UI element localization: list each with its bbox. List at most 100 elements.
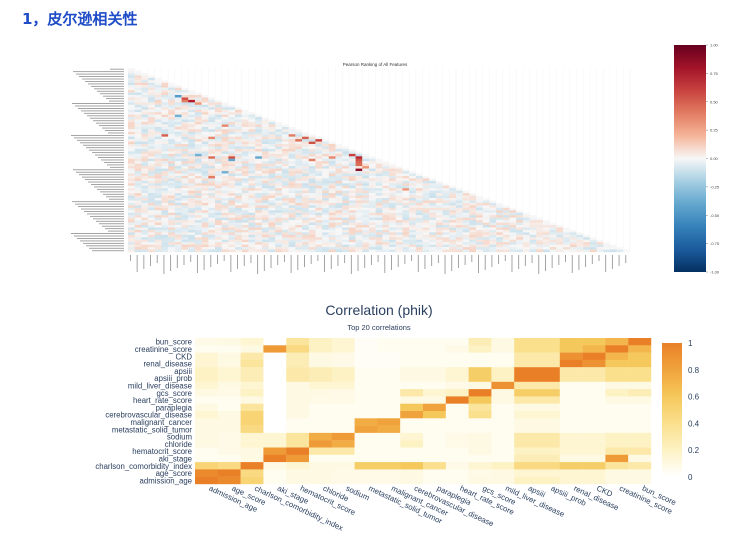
phik-cell <box>537 359 560 368</box>
pearson-cell <box>235 244 242 248</box>
pearson-row-label <box>85 179 124 181</box>
pearson-cell <box>181 171 189 174</box>
pearson-cell <box>141 90 149 93</box>
pearson-cell <box>188 158 196 162</box>
pearson-cell <box>141 242 149 245</box>
pearson-cell <box>302 195 309 199</box>
phik-cell <box>559 418 583 426</box>
pearson-cell <box>308 247 316 250</box>
pearson-cell <box>348 244 356 248</box>
pearson-cell <box>241 185 249 189</box>
pearson-cell <box>128 207 135 211</box>
phik-cell <box>309 345 332 353</box>
pearson-cell <box>335 151 343 155</box>
pearson-cell <box>375 232 383 235</box>
pearson-cell <box>174 126 182 130</box>
pearson-cell <box>549 239 557 243</box>
pearson-cell <box>241 180 249 184</box>
pearson-cell <box>342 234 350 238</box>
pearson-cell <box>255 163 263 167</box>
pearson-cell <box>181 109 189 113</box>
pearson-cell <box>395 244 403 248</box>
pearson-cell <box>295 175 303 179</box>
pearson-cell <box>268 247 276 250</box>
pearson-cell <box>208 239 216 243</box>
pearson-colorbar-tick: 0.75 <box>710 71 719 76</box>
pearson-cell <box>255 119 263 123</box>
pearson-cell <box>435 200 443 204</box>
pearson-cell <box>148 129 155 132</box>
pearson-cell <box>308 134 316 137</box>
pearson-cell <box>509 242 517 245</box>
pearson-cell <box>281 156 289 159</box>
pearson-cell <box>409 207 416 211</box>
pearson-col-label <box>156 255 158 263</box>
phik-cell <box>354 411 378 419</box>
pearson-cell <box>362 171 370 174</box>
pearson-cell <box>375 175 383 179</box>
pearson-cell <box>469 227 477 231</box>
pearson-cell <box>255 207 263 211</box>
pearson-cell <box>215 136 222 140</box>
pearson-cell <box>174 124 182 128</box>
pearson-cell <box>221 156 229 159</box>
pearson-cell <box>476 210 483 213</box>
phik-cell <box>537 462 560 470</box>
phik-cell <box>195 440 218 448</box>
pearson-cell <box>268 168 276 172</box>
pearson-cell <box>228 107 236 110</box>
pearson-cell <box>148 239 155 243</box>
pearson-cell <box>248 148 256 152</box>
pearson-cell <box>415 249 423 253</box>
pearson-cell <box>442 188 450 191</box>
pearson-cell <box>302 139 309 142</box>
pearson-cell <box>556 242 564 245</box>
pearson-cell <box>389 163 396 167</box>
pearson-cell <box>261 117 269 120</box>
pearson-cell <box>228 188 236 191</box>
pearson-cell <box>302 222 309 226</box>
pearson-cell <box>281 158 289 162</box>
pearson-cell <box>148 198 155 201</box>
pearson-cell <box>228 220 236 223</box>
pearson-cell <box>161 210 169 213</box>
pearson-cell <box>281 139 289 142</box>
pearson-cell <box>308 166 316 169</box>
pearson-cell <box>476 237 483 240</box>
pearson-cell <box>382 193 390 196</box>
pearson-cell <box>563 229 570 233</box>
pearson-cell <box>181 222 189 226</box>
pearson-cell <box>362 178 370 181</box>
pearson-cell <box>342 249 350 253</box>
pearson-cell <box>422 239 430 243</box>
phik-cell <box>354 454 378 463</box>
pearson-col-label <box>243 255 245 266</box>
pearson-row-label <box>108 132 124 134</box>
pearson-cell <box>128 85 135 88</box>
pearson-cell <box>261 212 269 216</box>
pearson-cell <box>201 183 209 186</box>
pearson-cell <box>288 242 296 245</box>
pearson-cell <box>281 178 289 181</box>
pearson-cell <box>215 198 222 201</box>
pearson-cell <box>201 244 209 248</box>
pearson-cell <box>215 200 222 204</box>
pearson-cell <box>435 205 443 208</box>
pearson-cell <box>235 215 242 218</box>
phik-cell <box>423 396 446 404</box>
pearson-cell <box>208 215 216 218</box>
pearson-cell <box>134 161 142 164</box>
phik-cell <box>445 425 469 434</box>
pearson-cell <box>409 239 416 243</box>
pearson-cell <box>148 188 155 191</box>
pearson-cell <box>368 156 376 159</box>
pearson-cell <box>288 126 296 130</box>
pearson-col-label <box>263 255 265 271</box>
pearson-cell <box>288 161 296 164</box>
pearson-cell <box>389 212 396 216</box>
pearson-cell <box>161 229 169 233</box>
phik-cell <box>445 403 469 412</box>
pearson-cell <box>215 151 222 155</box>
phik-cell <box>628 381 652 390</box>
pearson-cell <box>141 85 149 88</box>
